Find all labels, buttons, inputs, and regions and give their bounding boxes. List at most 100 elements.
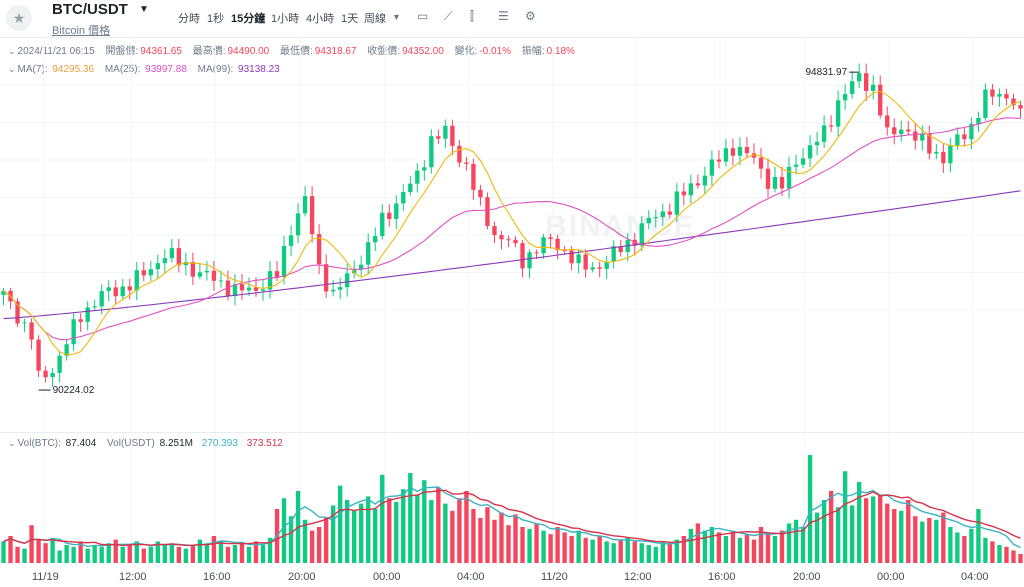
candle-up	[415, 170, 420, 184]
vol-ma-long-value: 373.512	[246, 438, 283, 449]
drawing-tools-icon[interactable]: ☰	[498, 9, 509, 23]
open-label: 開盤價:	[105, 46, 139, 57]
candle-up	[709, 159, 715, 176]
volume-bar	[913, 516, 918, 563]
volume-bar	[716, 532, 722, 563]
candle-up	[793, 164, 799, 167]
candle-up	[120, 286, 125, 297]
volume-bar	[499, 512, 504, 563]
volume-bar	[758, 527, 764, 563]
volume-bar	[857, 482, 862, 563]
x-tick-label: 20:00	[288, 571, 316, 583]
volume-bar	[239, 543, 245, 563]
volume-bar	[176, 546, 182, 563]
calendar-icon[interactable]: ▭	[417, 9, 429, 23]
volume-bar	[22, 548, 27, 563]
volume-bar	[148, 546, 153, 563]
candle-down	[569, 250, 574, 264]
volume-bar	[169, 543, 175, 563]
volume-bar	[99, 546, 104, 563]
candle-up	[899, 129, 904, 135]
ma7-value: 94295.36	[52, 64, 95, 75]
amplitude-value: 0.18%	[546, 46, 575, 57]
volume-bar	[366, 496, 371, 563]
candle-down	[513, 239, 518, 244]
volume-bar	[737, 537, 743, 563]
volume-bar	[92, 545, 97, 563]
x-tick-label: 04:00	[961, 571, 989, 583]
candle-up	[218, 280, 224, 282]
volume-bar	[548, 534, 553, 563]
candlestick-chart[interactable]: 94831.97 90224.02	[0, 37, 1024, 571]
candle-down	[990, 89, 995, 97]
volume-bar	[583, 537, 588, 563]
volume-bar	[316, 527, 322, 563]
volume-bar	[611, 543, 616, 563]
candle-down	[828, 125, 834, 127]
favorite-star-icon[interactable]: ★	[6, 5, 32, 31]
candle-up	[527, 252, 532, 269]
volume-bar	[723, 536, 729, 563]
change-value: -0.01%	[479, 46, 512, 57]
volume-bar	[807, 455, 813, 563]
candle-up	[702, 175, 708, 186]
volume-bar	[204, 543, 210, 563]
volume-bar	[36, 539, 41, 563]
ma25-line	[3, 117, 1021, 341]
candle-up	[57, 355, 62, 373]
change-label: 變化:	[454, 46, 478, 57]
candle-down	[436, 136, 441, 139]
indicator-icon[interactable]: ⟋	[444, 9, 453, 23]
timeframe-15m[interactable]: 15分鐘	[231, 13, 266, 25]
candle-up	[737, 146, 743, 156]
volume-bar	[772, 536, 778, 563]
candle-down	[962, 134, 967, 140]
vol-collapse-chevron-icon[interactable]: ⌄	[8, 438, 16, 448]
pair-title[interactable]: BTC/USDT	[52, 1, 128, 18]
candle-down	[190, 262, 196, 277]
volume-bar	[267, 537, 273, 563]
vol-usdt-label: Vol(USDT)	[107, 438, 155, 449]
timeframe-1d[interactable]: 1天	[341, 13, 359, 25]
candle-down	[716, 159, 722, 162]
amplitude-label: 振幅:	[521, 46, 545, 57]
more-timeframes-chevron-icon[interactable]: ▼	[392, 12, 401, 22]
candle-up	[345, 273, 350, 288]
high-price-marker: 94831.97	[805, 67, 847, 78]
volume-bar	[786, 523, 792, 563]
candle-down	[36, 339, 41, 371]
volume-bar	[464, 491, 469, 563]
candle-up	[134, 270, 139, 291]
close-label: 收盤價:	[367, 46, 401, 57]
candle-up	[64, 344, 69, 356]
candle-down	[941, 151, 946, 164]
volume-bar	[590, 539, 595, 563]
pair-dropdown-icon[interactable]: ▼	[139, 4, 149, 15]
collapse-chevron-icon[interactable]: ⌄	[8, 46, 16, 56]
pane-divider[interactable]	[0, 432, 1024, 433]
candle-up	[155, 263, 160, 270]
timeframe-1s[interactable]: 1秒	[207, 13, 225, 25]
volume-bar	[478, 518, 483, 563]
settings-gear-icon[interactable]: ⚙	[525, 9, 536, 23]
ma25-value: 93997.88	[145, 64, 187, 75]
x-tick-label: 11/19	[32, 571, 59, 583]
candle-up	[302, 196, 308, 214]
candle-down	[927, 133, 932, 154]
timeframe-time[interactable]: 分時	[178, 13, 200, 25]
ma-collapse-chevron-icon[interactable]: ⌄	[8, 64, 16, 74]
x-tick-label: 11/20	[541, 571, 568, 583]
volume-bar	[688, 528, 694, 563]
volume-bar	[106, 543, 111, 563]
chart-type-icon[interactable]: ⫿	[470, 9, 474, 23]
pair-subtitle-link[interactable]: Bitcoin 價格	[52, 25, 111, 37]
timeframe-weekly[interactable]: 周線	[364, 13, 386, 25]
volume-bar	[260, 545, 266, 563]
timeframe-1h[interactable]: 1小時	[271, 13, 300, 25]
candle-down	[127, 286, 132, 291]
volume-bar	[793, 519, 799, 563]
x-tick-label: 16:00	[708, 571, 736, 583]
timeframe-4h[interactable]: 4小時	[306, 13, 335, 25]
volume-bar	[730, 530, 736, 563]
candle-up	[408, 183, 413, 193]
